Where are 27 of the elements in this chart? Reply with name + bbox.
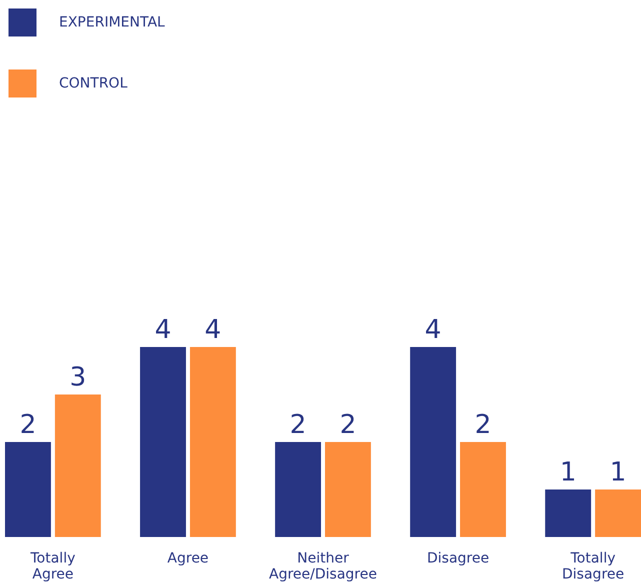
bar <box>595 490 641 537</box>
x-tick-label: Neither Agree/Disagree <box>269 550 377 582</box>
x-tick-label: Totally Agree <box>30 550 76 582</box>
legend-label: EXPERIMENTAL <box>59 14 166 30</box>
data-label: 4 <box>424 315 442 345</box>
bar <box>190 347 236 537</box>
x-tick-label: Totally Disagree <box>562 550 624 582</box>
data-label: 2 <box>290 410 306 440</box>
data-label: 1 <box>610 458 626 488</box>
data-label: 1 <box>560 458 576 488</box>
legend-label: CONTROL <box>59 76 128 92</box>
data-label: 4 <box>204 315 222 345</box>
data-label: 3 <box>70 362 86 392</box>
bar <box>140 347 186 537</box>
bar <box>5 442 51 537</box>
data-label: 2 <box>474 410 492 440</box>
x-tick-label: Disagree <box>426 550 490 566</box>
bar <box>460 442 506 537</box>
data-label: 4 <box>154 315 172 345</box>
data-label: 2 <box>20 410 36 440</box>
bar <box>410 347 456 537</box>
bar <box>275 442 322 537</box>
bar <box>545 490 592 537</box>
bar <box>324 442 371 537</box>
data-label: 2 <box>340 410 356 440</box>
bar <box>54 394 101 537</box>
x-tick-label: Agree <box>167 550 209 566</box>
